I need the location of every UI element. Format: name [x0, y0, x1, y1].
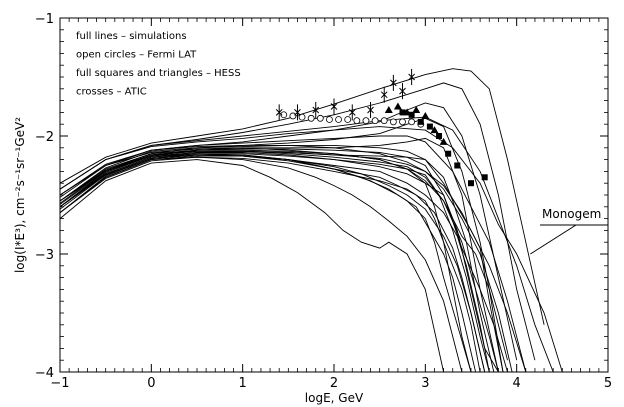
x-tick-label: 0	[147, 376, 155, 391]
hess-triangle-point	[439, 137, 448, 145]
hess-square-point	[481, 174, 488, 181]
simulation-line-8	[60, 156, 463, 372]
fermi-lat-point	[316, 114, 324, 122]
legend-entry: full squares and triangles – HESS	[76, 68, 241, 79]
atic-cross-point	[312, 102, 320, 119]
simulation-line-25	[60, 150, 504, 372]
y-tick-label: −3	[35, 248, 54, 263]
hess-square-point	[399, 109, 406, 116]
annotation-label: Monogem	[542, 207, 601, 221]
hess-square-point	[408, 111, 415, 118]
hess-square-point	[468, 180, 474, 187]
y-axis-label: log(I*E³), cm⁻²s⁻¹sr⁻¹GeV²	[13, 117, 27, 273]
atic-cross-point	[408, 69, 415, 85]
hess-triangle-point	[393, 102, 402, 110]
atic-cross-point	[275, 104, 283, 121]
legend-entry: full lines – simulations	[76, 31, 187, 42]
atic-cross-point	[330, 98, 338, 115]
atic-cross-point	[294, 104, 301, 121]
hess-triangle-point	[430, 126, 439, 134]
atic-cross-point	[367, 102, 374, 119]
fermi-lat-point	[353, 117, 361, 125]
hess-square-point	[454, 162, 461, 169]
fermi-lat-point	[307, 114, 315, 122]
simulation-line-0	[60, 68, 545, 325]
y-tick-label: −2	[35, 130, 54, 145]
simulation-line-7	[60, 155, 486, 372]
hess-square-point	[426, 123, 433, 130]
legend: full lines – simulations open circles – F…	[76, 31, 241, 98]
x-axis-label: logE, GeV	[305, 391, 364, 405]
fermi-lat-point	[335, 116, 342, 123]
x-tick-label: 5	[604, 376, 612, 391]
fermi-lat-point	[389, 118, 397, 126]
legend-entry: open circles – Fermi LAT	[76, 50, 197, 61]
fermi-lat-point	[380, 117, 388, 125]
monogem-annotation: Monogem	[530, 207, 608, 255]
simulation-line-19	[60, 148, 508, 372]
simulation-line-2	[60, 102, 518, 361]
fermi-lat-point	[344, 116, 352, 123]
simulation-line-10	[60, 147, 472, 372]
y-axis-ticks: −4 −3 −2 −1	[35, 12, 608, 381]
simulation-line-9	[60, 159, 445, 372]
simulation-line-11	[60, 144, 513, 372]
simulation-lines	[60, 68, 563, 372]
simulation-line-6	[60, 153, 490, 372]
x-tick-label: 3	[421, 376, 429, 391]
simulation-line-18	[60, 153, 477, 372]
simulation-line-23	[60, 150, 499, 372]
x-tick-label: 4	[513, 376, 521, 391]
simulation-line-17	[60, 154, 472, 372]
fermi-lat-point	[362, 117, 370, 125]
simulation-line-24	[60, 154, 486, 372]
x-tick-label: 1	[239, 376, 247, 391]
x-tick-label: 2	[330, 376, 338, 391]
x-axis-ticks: −1 0 1 2 3 4 5	[50, 18, 612, 391]
fermi-lat-point	[408, 118, 416, 126]
simulation-line-16	[60, 152, 499, 372]
fermi-lat-point	[289, 112, 297, 120]
simulation-line-14	[60, 126, 563, 372]
hess-square-point	[417, 118, 424, 125]
fermi-lat-point	[371, 117, 379, 125]
annotation-pointer-line	[530, 224, 577, 255]
fermi-lat-point	[298, 113, 306, 121]
hess-triangle-point	[421, 111, 430, 119]
simulation-line-22	[60, 144, 527, 372]
fermi-lat-point	[399, 118, 406, 126]
simulation-line-15	[60, 116, 554, 372]
data-markers	[275, 69, 488, 187]
x-tick-label: −1	[50, 376, 69, 391]
hess-square-point	[445, 150, 452, 157]
atic-cross-point	[348, 104, 356, 121]
y-tick-label: −1	[35, 12, 54, 27]
legend-entry: crosses – ATIC	[76, 87, 147, 98]
fermi-lat-point	[326, 116, 333, 123]
hess-square-point	[436, 133, 443, 139]
atic-cross-point	[390, 74, 397, 91]
atic-cross-point	[399, 83, 406, 100]
atic-cross-point	[380, 86, 388, 103]
simulation-line-21	[60, 156, 481, 372]
hess-triangle-point	[384, 106, 393, 114]
y-tick-label: −4	[35, 366, 54, 381]
fermi-lat-point	[280, 111, 288, 119]
hess-triangle-point	[412, 106, 421, 114]
simulation-line-20	[60, 154, 490, 372]
